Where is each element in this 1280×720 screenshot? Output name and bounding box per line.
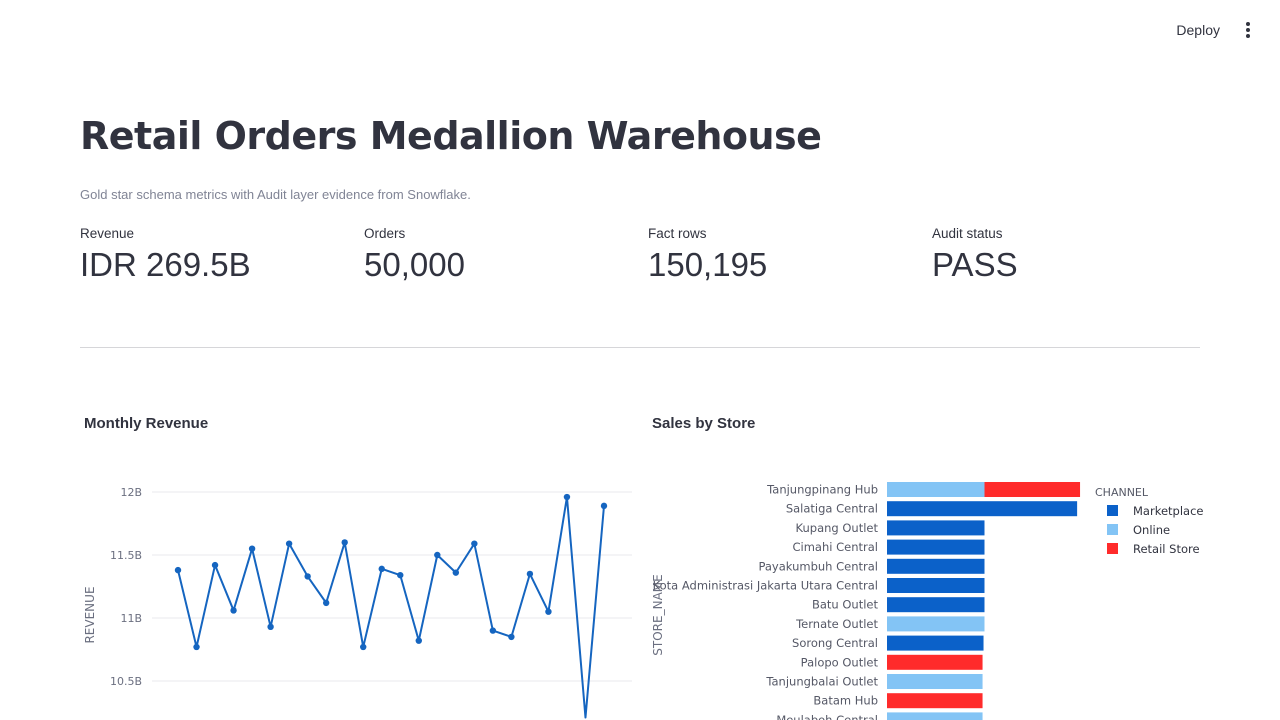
metric-revenue: Revenue IDR 269.5B <box>80 226 360 284</box>
kebab-menu-icon <box>1246 22 1250 26</box>
store-label: Palopo Outlet <box>801 655 879 669</box>
metric-value: 150,195 <box>648 246 768 283</box>
store-label: Cimahi Central <box>793 540 879 554</box>
revenue-point <box>508 633 515 641</box>
store-label: Tanjungpinang Hub <box>766 483 878 497</box>
store-label: Meulaboh Central <box>776 713 878 720</box>
revenue-point <box>415 637 422 644</box>
revenue-point <box>563 493 571 501</box>
revenue-point <box>304 573 311 580</box>
bar-segment <box>887 539 985 555</box>
revenue-point <box>360 643 367 651</box>
section-divider <box>80 347 1200 348</box>
bar-segment <box>887 712 983 720</box>
revenue-point <box>211 561 219 569</box>
y-axis-label: REVENUE <box>83 586 97 643</box>
revenue-point <box>322 599 330 607</box>
page-caption: Gold star schema metrics with Audit laye… <box>80 187 471 202</box>
legend-item: Online <box>1133 523 1170 537</box>
metric-label: Revenue <box>80 226 135 241</box>
store-label: Tanjungbalai Outlet <box>765 675 878 689</box>
y-axis-label: STORE_NAME <box>651 574 665 655</box>
metric-orders: Orders 50,000 <box>364 226 644 284</box>
bar-segment <box>887 693 983 709</box>
store-label: Batu Outlet <box>812 598 879 612</box>
metric-value: 50,000 <box>364 246 465 283</box>
metric-label: Orders <box>364 226 406 241</box>
bar-segment <box>887 635 984 651</box>
metric-label: Fact rows <box>648 226 707 241</box>
legend-swatch <box>1107 505 1118 516</box>
bar-segment <box>887 520 985 536</box>
revenue-point <box>434 551 441 559</box>
revenue-point <box>267 623 274 631</box>
monthly-revenue-chart[interactable]: 12B 11.5B 11B 10.5B REVENUE <box>80 470 640 720</box>
monthly-revenue-title: Monthly Revenue <box>84 415 209 432</box>
store-label: Ternate Outlet <box>795 617 878 631</box>
revenue-point <box>193 643 200 651</box>
legend-swatch <box>1107 543 1118 554</box>
top-toolbar: Deploy <box>1166 0 1280 60</box>
revenue-point <box>600 502 608 510</box>
revenue-point <box>285 540 293 547</box>
store-label: Kupang Outlet <box>796 521 879 535</box>
page-title: Retail Orders Medallion Warehouse <box>80 114 822 158</box>
bar-segment <box>887 558 985 574</box>
bar-segment <box>887 654 983 670</box>
legend-item: Retail Store <box>1133 542 1200 556</box>
y-tick-label: 11.5B <box>110 549 142 562</box>
revenue-point <box>545 608 552 615</box>
metric-value: IDR 269.5B <box>80 246 251 283</box>
legend-swatch <box>1107 524 1118 535</box>
sales-by-store-chart[interactable]: STORE_NAME Tanjungpinang Hub Salatiga Cent… <box>645 470 1280 720</box>
bar-segment <box>887 597 985 613</box>
revenue-point <box>471 540 478 547</box>
bar-segment <box>984 482 1081 497</box>
main-menu-button[interactable] <box>1238 18 1258 42</box>
revenue-point <box>341 539 348 546</box>
revenue-point <box>248 545 256 552</box>
metric-label: Audit status <box>932 226 1003 241</box>
revenue-point <box>397 571 404 579</box>
metric-value: PASS <box>932 246 1018 283</box>
revenue-line <box>177 496 605 719</box>
bar-segment <box>887 482 985 497</box>
y-tick-label: 10.5B <box>110 675 142 688</box>
metric-fact-rows: Fact rows 150,195 <box>648 226 928 284</box>
revenue-point <box>489 627 497 634</box>
store-label: Salatiga Central <box>786 502 878 516</box>
bar-segment <box>887 616 985 632</box>
sales-by-store-title: Sales by Store <box>652 415 756 432</box>
revenue-point <box>526 570 534 578</box>
revenue-point <box>174 566 182 574</box>
store-label: Batam Hub <box>813 694 878 708</box>
metric-audit-status: Audit status PASS <box>932 226 1212 284</box>
revenue-point <box>452 569 460 576</box>
store-label: Sorong Central <box>792 636 878 650</box>
y-tick-label: 11B <box>120 612 142 625</box>
store-label: Payakumbuh Central <box>758 559 878 573</box>
y-tick-label: 12B <box>120 486 142 499</box>
revenue-point <box>378 565 385 573</box>
bar-segment <box>887 674 983 689</box>
bar-segment <box>887 578 985 593</box>
bar-segment <box>887 501 1078 517</box>
legend-title: CHANNEL <box>1095 486 1149 499</box>
deploy-button[interactable]: Deploy <box>1166 16 1230 44</box>
legend-item: Marketplace <box>1133 504 1203 518</box>
revenue-point <box>230 607 237 614</box>
store-label: Kota Administrasi Jakarta Utara Central <box>653 579 878 593</box>
